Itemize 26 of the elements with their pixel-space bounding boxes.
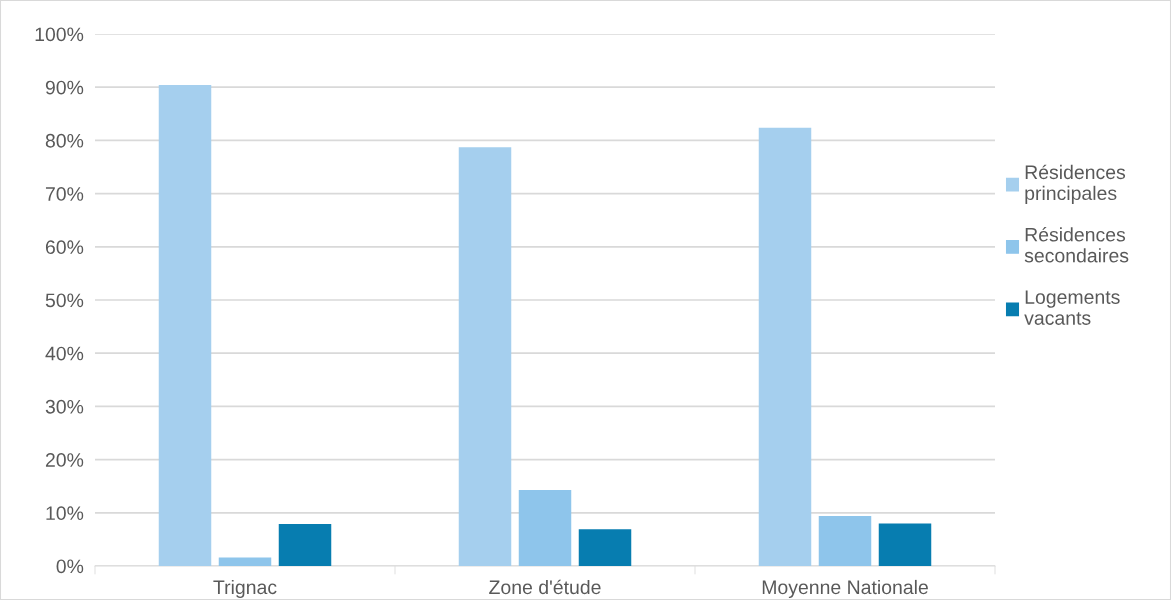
bar bbox=[878, 523, 932, 566]
y-tick-label: 90% bbox=[45, 80, 84, 95]
y-tick-label: 30% bbox=[45, 399, 84, 414]
y-tick-label: 80% bbox=[45, 133, 84, 148]
y-tick-label: 50% bbox=[45, 293, 84, 308]
x-tick-label: Trignac bbox=[213, 579, 277, 599]
y-tick-label: 20% bbox=[45, 453, 84, 467]
y-tick-label: 10% bbox=[46, 506, 84, 521]
y-tick-label: 60% bbox=[45, 240, 84, 255]
bar bbox=[458, 147, 512, 566]
y-tick-label: 40% bbox=[45, 346, 84, 361]
legend-label: Résidences secondaires bbox=[1024, 227, 1129, 263]
y-tick-label: 70% bbox=[45, 187, 84, 201]
legend-label: Logements vacants bbox=[1024, 290, 1120, 325]
bar bbox=[578, 529, 632, 566]
x-tick-label: Moyenne Nationale bbox=[762, 579, 928, 599]
bar bbox=[278, 523, 332, 566]
bar bbox=[218, 557, 272, 566]
bar bbox=[758, 127, 812, 566]
bar bbox=[158, 85, 212, 566]
y-tick-label: 0% bbox=[56, 559, 84, 574]
bar bbox=[518, 489, 572, 566]
y-tick-label: 100% bbox=[35, 27, 84, 42]
x-tick-label: Zone d'étude bbox=[489, 579, 601, 595]
legend-label: Résidences principales bbox=[1025, 164, 1126, 204]
bar bbox=[818, 515, 872, 566]
